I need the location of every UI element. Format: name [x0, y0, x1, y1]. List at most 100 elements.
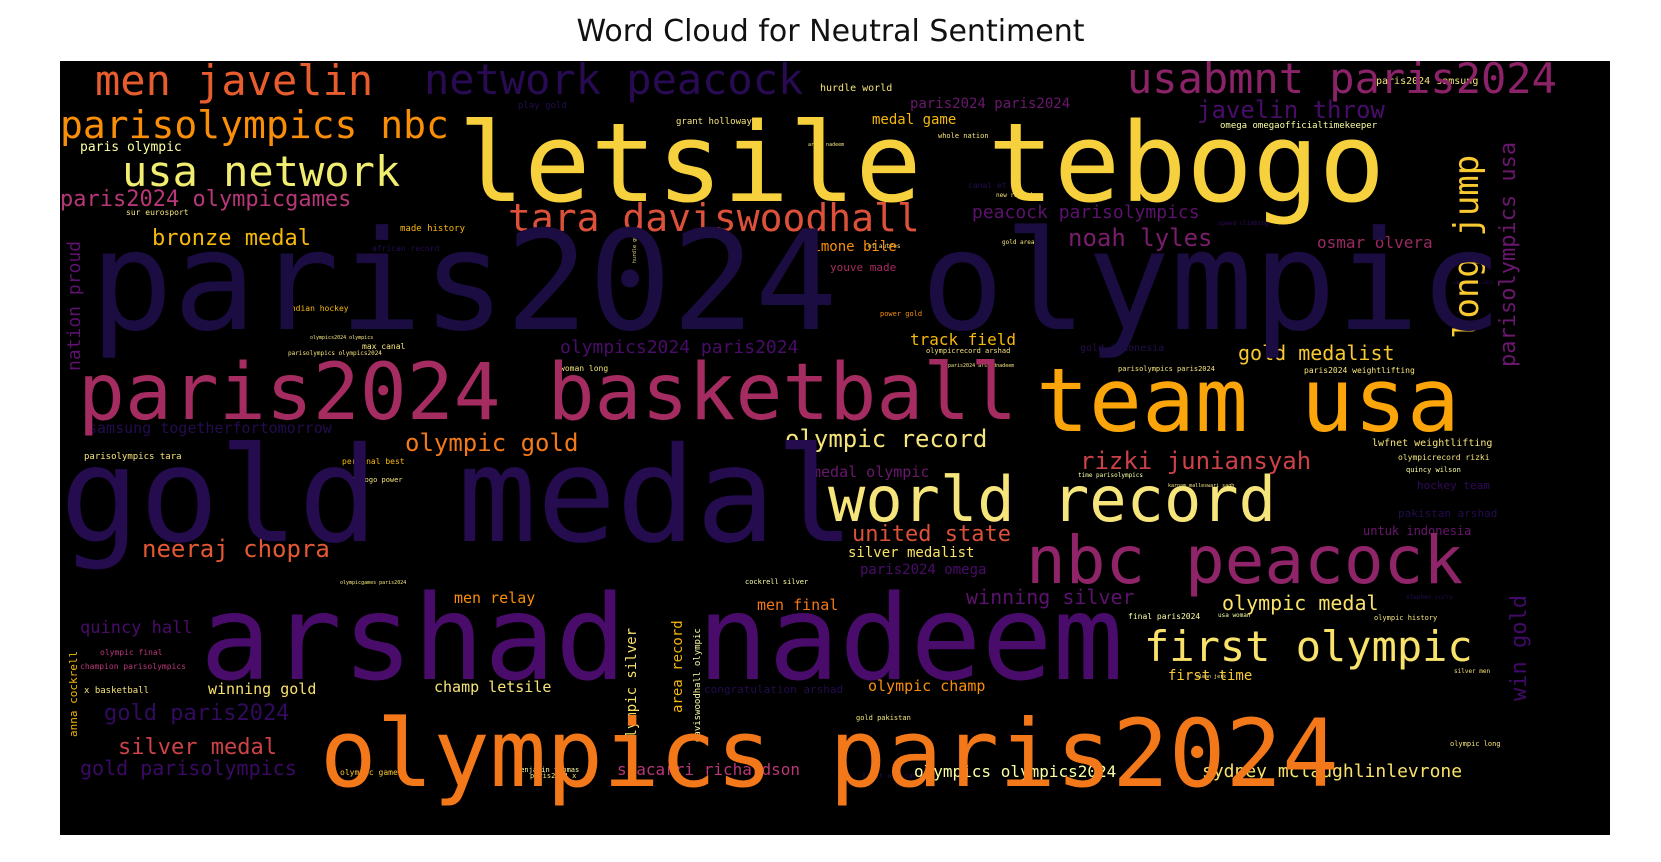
cloud-word-african-record: african record — [372, 244, 440, 253]
cloud-word-hurdle-gold: hurdle gold — [632, 230, 638, 263]
cloud-word-winning-gold: winning gold — [208, 680, 316, 698]
cloud-word-men-javelin: men javelin — [95, 61, 373, 105]
cloud-word-olympic-medal: olympic medal — [1222, 591, 1379, 615]
cloud-word-samsung-paris2024: samsung paris2024 — [1452, 280, 1494, 285]
cloud-word-paris-olympic: paris olympic — [80, 140, 182, 155]
cloud-word-hurdle-world: hurdle world — [820, 83, 892, 94]
cloud-word-arsha-nadeem: arsha nadeem — [808, 142, 844, 148]
cloud-word-paris2024-basketball: paris2024 basketball — [78, 348, 1017, 438]
cloud-word-new-record: new record — [996, 192, 1033, 199]
cloud-word-personal-best: personal best — [342, 457, 405, 466]
cloud-word-olympics-paris2024: olympics paris2024 — [320, 700, 1339, 809]
cloud-word-congratulation-arshad: congratulation arshad — [704, 683, 843, 696]
cloud-word-silver-men: silver men — [1454, 668, 1491, 675]
cloud-word-nation-proud: nation proud — [64, 241, 85, 371]
cloud-word-gold-parisolympics: gold parisolympics — [80, 756, 297, 780]
cloud-word-olympicrecord-rizki: olympicrecord rizki — [1398, 453, 1490, 462]
cloud-word-olympics-olympics2024: olympics olympics2024 — [914, 762, 1116, 781]
cloud-word-final-paris2024: final paris2024 — [1128, 612, 1200, 621]
cloud-word-simone-bile: simone bile — [804, 239, 897, 255]
cloud-word-daviswoodhall-olympic: daviswoodhall olympic — [693, 628, 703, 742]
word-cloud-canvas: paris2024 arshadnadeem hurdle gold new rec… — [60, 61, 1610, 835]
cloud-word-cockrell-silver: cockrell silver — [745, 578, 808, 586]
cloud-word-time-parisolympics: time parisolympics — [1078, 472, 1143, 479]
cloud-word-first-olympic: first olympic — [1144, 622, 1473, 671]
chart-title: Word Cloud for Neutral Sentiment — [576, 14, 1085, 49]
cloud-word-olympicrecord-arshad: olympicrecord arshad — [926, 347, 1010, 355]
cloud-word-olympics2024-olympics: olympics2024 olympics — [310, 335, 373, 341]
cloud-word-first-african: first african — [862, 772, 917, 780]
cloud-word-champ-letsile: champ letsile — [434, 678, 551, 696]
cloud-word-neeraj-chopra: neeraj chopra — [142, 535, 330, 563]
cloud-word-whole-nation: whole nation — [938, 132, 989, 140]
cloud-word-bronze-medal: bronze medal — [152, 226, 311, 251]
cloud-word-parisolympics-paris2024: parisolympics paris2024 — [1118, 365, 1215, 373]
cloud-word-pakistan-arshad: pakistan arshad — [1398, 507, 1497, 520]
cloud-word-nbc-peacock: nbc peacock — [1026, 522, 1463, 599]
cloud-word-paris2024-omega: paris2024 omega — [860, 562, 986, 578]
cloud-word-max-canal: max canal — [362, 342, 406, 351]
cloud-word-olympic-record: olympic record — [785, 425, 987, 453]
cloud-word-olympic-gold: olympic gold — [405, 429, 578, 457]
cloud-word-sur-eurosport: sur eurosport — [126, 208, 189, 217]
cloud-word-men-relay: men relay — [454, 589, 535, 607]
cloud-word-usabmnt-paris2024: usabmnt paris2024 — [1127, 61, 1557, 103]
cloud-word-tebogo-power: tebogo power — [352, 476, 403, 484]
cloud-word-gold-pakistan: gold pakistan — [856, 714, 911, 722]
cloud-word-medal-olympic: medal olympic — [812, 463, 929, 481]
cloud-word-noah-lyles: noah lyles — [1068, 224, 1213, 252]
cloud-word-parisolympics-nbc: parisolympics nbc — [60, 103, 449, 147]
cloud-word-youve-made: youve made — [830, 261, 896, 274]
cloud-word-parisolympics-usa: parisolympics usa — [1496, 142, 1521, 367]
cloud-word-karnam-malleswari-sagh: karnam malleswari sagh — [1168, 483, 1234, 489]
cloud-word-rizki-juniansyah: rizki juniansyah — [1080, 447, 1311, 475]
cloud-word-long-jump: long jump — [1447, 155, 1487, 339]
cloud-word-omega-omegaofficialtimekeeper: omega omegaofficialtimekeeper — [1220, 121, 1378, 131]
cloud-word-olympic-long: olympic long — [1450, 740, 1501, 748]
cloud-word-first-time: first time — [1168, 668, 1252, 684]
cloud-word-sydney-mclaughlinlevrone: sydney mclaughlinlevrone — [1202, 761, 1462, 782]
cloud-word-hockey-team: hockey team — [1417, 479, 1490, 492]
cloud-word-grant-holloway: grant holloway — [676, 117, 752, 127]
cloud-word-lwfnet-weightlifting: lwfnet weightlifting — [1372, 438, 1492, 449]
cloud-word-area-record: area record — [670, 620, 686, 713]
cloud-word-x-basketball: x basketball — [84, 686, 149, 696]
cloud-word-letsile-tebogo: letsile tebogo — [458, 99, 1385, 227]
cloud-word-power-gold: power gold — [880, 310, 922, 318]
cloud-word-made-history: made history — [400, 224, 466, 234]
cloud-word-silver-medalist: silver medalist — [848, 545, 974, 561]
cloud-word-olympic-game: olympic game — [340, 768, 398, 777]
cloud-word-track-field: track field — [910, 330, 1016, 349]
cloud-word-united-state: united state — [852, 522, 1011, 547]
cloud-word-gold-area: gold area — [1002, 239, 1035, 246]
cloud-word-javelin-throw: javelin throw — [1197, 96, 1385, 124]
cloud-word-olympicgames-paris2024: olympicgames paris2024 — [340, 580, 406, 586]
cloud-word-woman-long: woman long — [560, 364, 608, 373]
cloud-word-tara-daviswoodhall: tara daviswoodhall — [508, 196, 920, 240]
cloud-word-osmar-olvera: osmar olvera — [1317, 233, 1433, 252]
cloud-word-paris2024-paris2024: paris2024 paris2024 — [910, 96, 1070, 112]
cloud-word-arshad-nadeem: arshad nadeem — [200, 569, 1124, 707]
cloud-word-peacock-parisolympics: peacock parisolympics — [972, 202, 1200, 223]
cloud-word-win-gold: win gold — [1507, 595, 1532, 701]
cloud-word-quincy-hall: quincy hall — [80, 618, 193, 638]
cloud-word-olympic-champ: olympic champ — [868, 677, 985, 695]
cloud-word-olympic-silver: olympic silver — [624, 628, 640, 746]
cloud-word-champion-parisolympics: champion parisolympics — [80, 662, 186, 671]
cloud-word-world-record: world record — [828, 463, 1276, 536]
cloud-word-gold-medalist: gold medalist — [1238, 341, 1395, 365]
cloud-word-stephen-curry: stephen curry — [1406, 594, 1453, 601]
cloud-word-indian-hockey: indian hockey — [286, 304, 349, 313]
cloud-word-anna-cockrell: anna cockrell — [67, 651, 80, 737]
cloud-word-gold-medal: gold medal — [60, 419, 855, 573]
cloud-word-paris2024-olympicgames: paris2024 olympicgames — [60, 187, 351, 212]
cloud-word-canal-et: canal et — [968, 181, 1007, 190]
cloud-word-quincy-wilson: quincy wilson — [1406, 466, 1461, 474]
cloud-word-usa-network: usa network — [122, 147, 400, 196]
cloud-word-silver-medal: silver medal — [118, 735, 277, 760]
cloud-word-medal-game: medal game — [872, 112, 956, 128]
cloud-word-play-gold: play gold — [518, 101, 567, 111]
cloud-word-gold-indonesia: gold indonesia — [1080, 343, 1164, 354]
cloud-word-paris2024-x: paris2024 x — [530, 772, 576, 780]
cloud-word-paris2024-samsung: paris2024 samsung — [1376, 76, 1478, 87]
